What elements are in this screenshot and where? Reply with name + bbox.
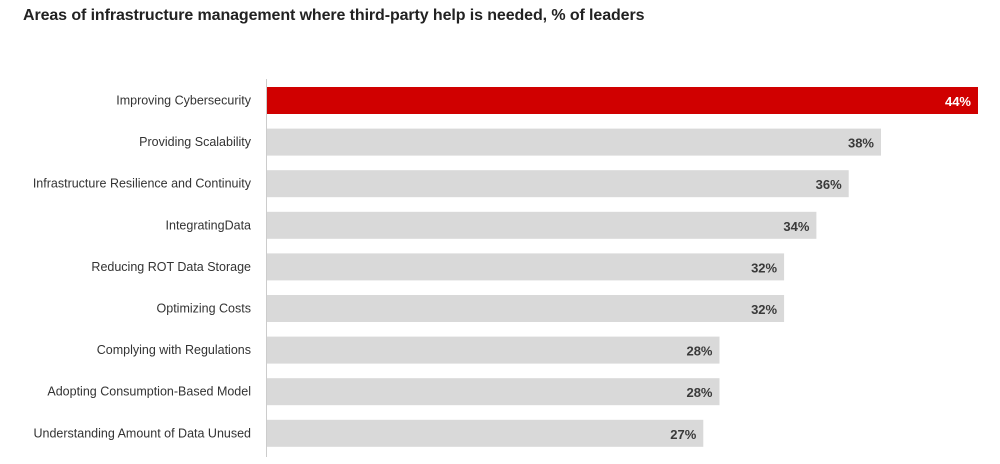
value-label-3: 36% — [816, 177, 842, 192]
value-label-6: 32% — [751, 302, 777, 317]
bar-2 — [267, 128, 881, 156]
category-label-6: Optimizing Costs — [157, 302, 251, 316]
value-label-4: 34% — [783, 219, 809, 234]
bar-1 — [267, 87, 978, 114]
value-label-9: 27% — [670, 427, 696, 442]
bar-3 — [267, 170, 849, 198]
category-label-9: Understanding Amount of Data Unused — [34, 426, 252, 440]
category-label-1: Improving Cybersecurity — [116, 94, 252, 108]
value-label-7: 28% — [686, 344, 712, 359]
category-label-2: Providing Scalability — [139, 135, 252, 149]
bar-8 — [267, 378, 720, 406]
category-label-4: IntegratingData — [166, 218, 252, 232]
category-label-8: Adopting Consumption-Based Model — [47, 385, 251, 399]
category-label-5: Reducing ROT Data Storage — [91, 260, 251, 274]
bars-layer — [267, 87, 978, 447]
bar-7 — [267, 336, 720, 364]
value-label-8: 28% — [686, 385, 712, 400]
chart-title: Areas of infrastructure management where… — [23, 7, 645, 24]
bar-9 — [267, 419, 704, 447]
value-label-5: 32% — [751, 260, 777, 275]
category-labels: Improving Cybersecurity Providing Scalabi… — [33, 94, 252, 441]
category-label-7: Complying with Regulations — [97, 343, 251, 357]
category-label-3: Infrastructure Resilience and Continuity — [33, 177, 252, 191]
bar-6 — [267, 295, 785, 322]
bar-4 — [267, 211, 817, 239]
value-label-1: 44% — [945, 94, 971, 109]
value-labels: 44% 38% 36% 34% 32% 32% 28% 28% 27% — [670, 94, 971, 442]
value-label-2: 38% — [848, 136, 874, 151]
bar-5 — [267, 253, 785, 281]
